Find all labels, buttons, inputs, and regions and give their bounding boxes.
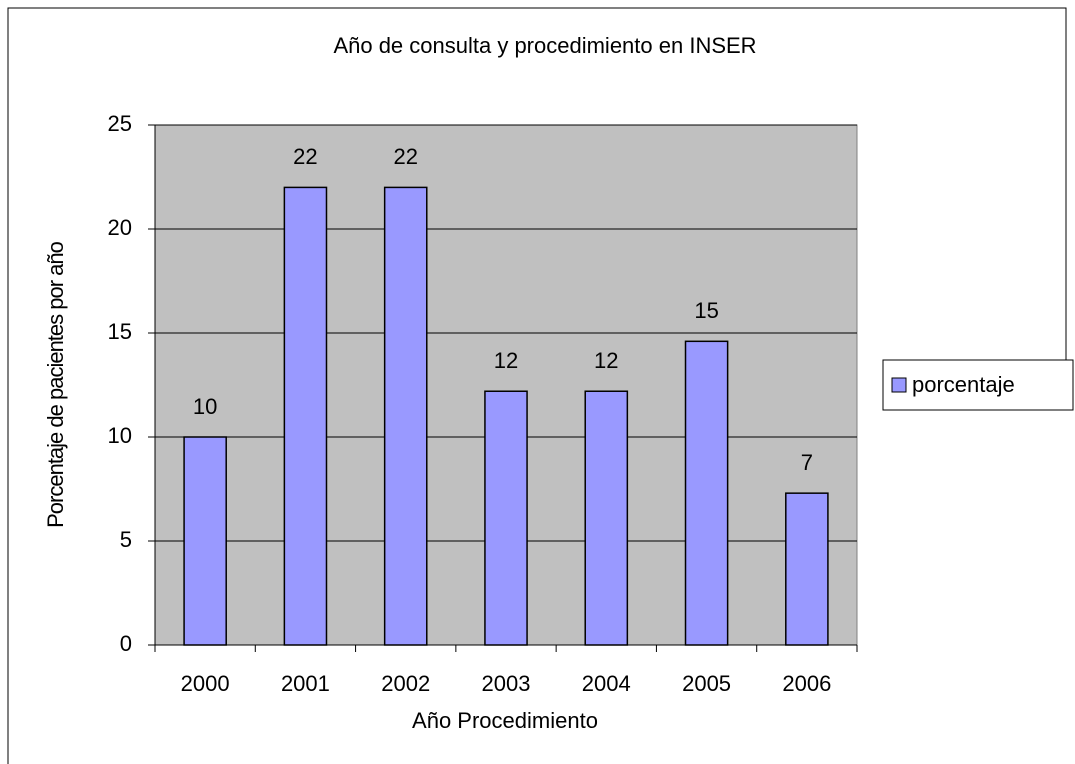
data-label: 12 xyxy=(494,348,518,373)
legend-label: porcentaje xyxy=(912,372,1015,397)
x-tick-label: 2005 xyxy=(682,671,731,696)
x-tick-label: 2003 xyxy=(482,671,531,696)
y-tick-label: 20 xyxy=(108,215,132,240)
data-label: 12 xyxy=(594,348,618,373)
data-label: 22 xyxy=(293,144,317,169)
y-axis-label: Porcentaje de pacientes por año xyxy=(43,241,68,528)
chart-frame xyxy=(7,7,1067,764)
y-tick-label: 0 xyxy=(120,631,132,656)
bar xyxy=(383,186,428,646)
legend-swatch xyxy=(891,377,907,393)
chart-title: Año de consulta y procedimiento en INSER xyxy=(333,33,756,58)
y-tick-label: 25 xyxy=(108,111,132,136)
y-tick-label: 15 xyxy=(108,319,132,344)
x-tick-label: 2006 xyxy=(782,671,831,696)
bar xyxy=(684,340,729,646)
bar xyxy=(484,390,528,646)
bar xyxy=(183,436,227,646)
x-tick-label: 2004 xyxy=(582,671,631,696)
legend xyxy=(882,359,1074,411)
data-label: 15 xyxy=(694,298,718,323)
x-axis-label: Año Procedimiento xyxy=(412,708,598,733)
y-tick-label: 5 xyxy=(120,527,132,552)
bar xyxy=(584,390,629,646)
data-label: 22 xyxy=(393,144,417,169)
bar xyxy=(785,492,829,646)
bar xyxy=(283,186,328,646)
x-tick-label: 2000 xyxy=(181,671,230,696)
data-label: 10 xyxy=(193,394,217,419)
x-tick-label: 2002 xyxy=(381,671,430,696)
data-label: 7 xyxy=(801,450,813,475)
y-tick-label: 10 xyxy=(108,423,132,448)
x-tick-label: 2001 xyxy=(281,671,330,696)
